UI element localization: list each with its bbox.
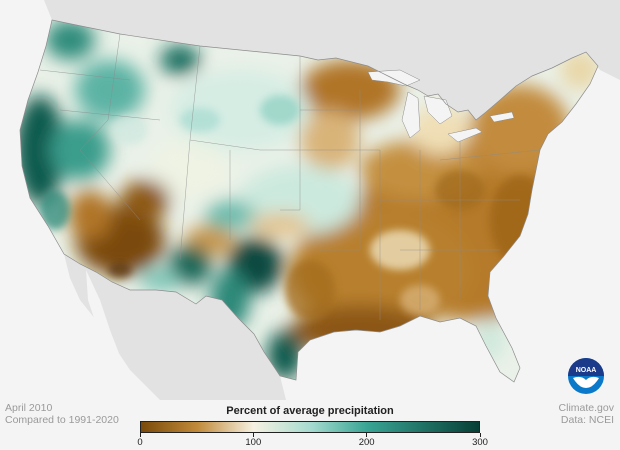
legend-tick-label-100: 100	[245, 437, 262, 448]
legend-tick-200	[366, 433, 368, 437]
footer-baseline: Compared to 1991-2020	[5, 414, 119, 426]
legend-tick-label-200: 200	[358, 437, 375, 448]
surrounding-land	[40, 0, 620, 400]
legend-tick-0	[139, 433, 141, 437]
legend-tick-100	[252, 433, 254, 437]
footer-site: Climate.gov	[558, 402, 614, 414]
map-svg	[19, 0, 620, 400]
legend-tick-300	[479, 433, 481, 437]
state-boundaries	[39, 33, 541, 320]
svg-text:NOAA: NOAA	[576, 367, 597, 374]
legend-title: Percent of average precipitation	[226, 405, 394, 417]
footer-right: Climate.gov Data: NCEI	[559, 402, 614, 426]
legend-tick-label-300: 300	[472, 437, 488, 448]
legend-color-bar	[140, 421, 480, 433]
legend: Percent of average precipitation 0 100 200…	[0, 405, 620, 450]
precipitation-map	[19, 0, 620, 400]
footer-source: Data: NCEI	[560, 414, 614, 426]
noaa-logo-icon: NOAA	[568, 358, 604, 394]
legend-tick-label-0: 0	[137, 437, 143, 448]
footer-left: April 2010 Compared to 1991-2020	[5, 402, 119, 426]
footer-date: April 2010	[5, 402, 53, 414]
